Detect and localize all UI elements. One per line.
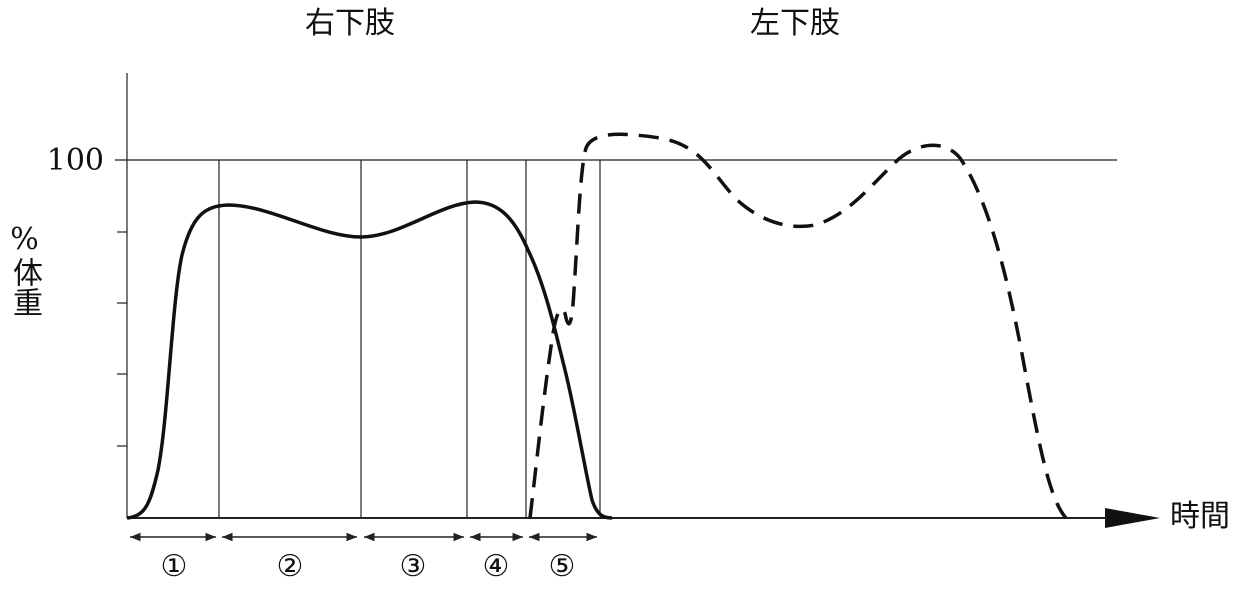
left-limb-title: 左下肢 [750,6,840,41]
phase-label: ② [277,549,304,584]
x-axis-arrow [1105,508,1160,528]
y-ticks [117,231,127,447]
phase-label: ⑤ [549,549,576,584]
phase-label: ③ [400,549,427,584]
right-limb-curve [126,200,613,520]
x-axis-label: 時間 [1170,499,1230,534]
phase-label: ④ [483,549,510,584]
phase-label: ① [161,549,188,584]
y-axis-label: %体重 [7,222,42,317]
right-limb-title: 右下肢 [305,6,395,41]
y-tick-label: 100 [47,143,104,178]
phase-dividers [218,160,601,518]
left-limb-curve [528,132,1068,520]
